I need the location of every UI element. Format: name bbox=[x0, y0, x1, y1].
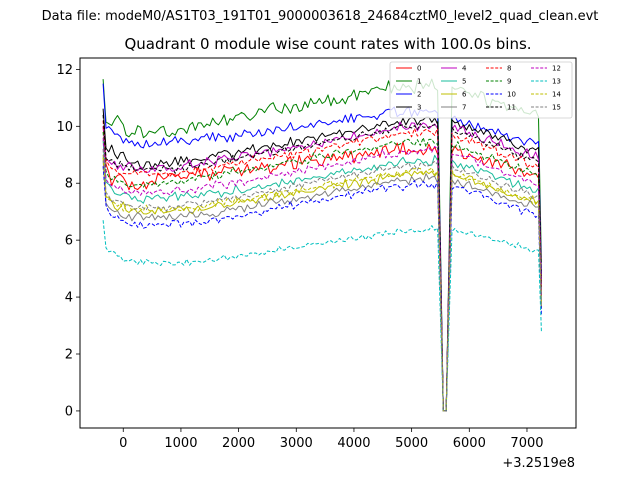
legend-label-3: 3 bbox=[417, 104, 421, 112]
figure-suptitle: Data file: modeM0/AS1T03_191T01_90000036… bbox=[42, 9, 599, 24]
legend-label-0: 0 bbox=[417, 65, 421, 73]
y-tick-label: 0 bbox=[65, 404, 73, 419]
series-line-0 bbox=[102, 126, 542, 412]
series-line-6 bbox=[102, 154, 542, 412]
series-lines bbox=[102, 78, 542, 412]
x-axis: 0 1000 2000 3000 4000 5000 6000 7000 bbox=[119, 428, 544, 451]
legend-label-8: 8 bbox=[507, 65, 511, 73]
y-tick-label: 4 bbox=[65, 291, 73, 306]
series-line-14 bbox=[102, 157, 542, 412]
x-offset-label: +3.2519e8 bbox=[502, 456, 575, 471]
series-line-3 bbox=[102, 108, 542, 412]
y-tick-label: 8 bbox=[65, 177, 73, 192]
legend-label-7: 7 bbox=[462, 104, 466, 112]
x-tick-label: 6000 bbox=[453, 436, 486, 451]
x-tick-label: 5000 bbox=[395, 436, 428, 451]
plot-frame bbox=[79, 57, 577, 429]
y-axis: 0 2 4 6 8 10 12 bbox=[56, 63, 80, 419]
series-line-10 bbox=[102, 166, 542, 412]
series-line-8 bbox=[102, 120, 542, 412]
x-tick-label: 0 bbox=[119, 436, 127, 451]
legend-box bbox=[389, 61, 573, 119]
legend-label-1: 1 bbox=[417, 78, 421, 86]
legend-label-12: 12 bbox=[552, 65, 561, 73]
legend-label-10: 10 bbox=[507, 91, 516, 99]
chart-title: Quadrant 0 module wise count rates with … bbox=[124, 35, 531, 53]
series-line-7 bbox=[102, 160, 542, 412]
series-line-5 bbox=[102, 140, 542, 412]
y-tick-label: 2 bbox=[65, 348, 73, 363]
series-line-11 bbox=[102, 114, 542, 412]
legend-label-14: 14 bbox=[552, 91, 561, 99]
series-line-2 bbox=[102, 83, 542, 412]
legend-label-11: 11 bbox=[507, 104, 516, 112]
y-tick-label: 10 bbox=[56, 120, 73, 135]
x-tick-label: 7000 bbox=[510, 436, 543, 451]
series-line-12 bbox=[102, 137, 542, 412]
legend-label-13: 13 bbox=[552, 78, 561, 86]
legend-label-4: 4 bbox=[462, 65, 467, 73]
series-line-15 bbox=[102, 149, 542, 412]
series-line-4 bbox=[102, 121, 542, 412]
y-tick-label: 6 bbox=[65, 234, 73, 249]
legend-label-15: 15 bbox=[552, 104, 561, 112]
legend-label-6: 6 bbox=[462, 91, 467, 99]
plot-area bbox=[80, 58, 576, 428]
y-tick-label: 12 bbox=[56, 63, 73, 78]
legend-label-2: 2 bbox=[417, 91, 421, 99]
x-tick-label: 4000 bbox=[337, 436, 370, 451]
legend-label-5: 5 bbox=[462, 78, 466, 86]
series-line-9 bbox=[102, 131, 542, 412]
x-tick-label: 1000 bbox=[164, 436, 197, 451]
legend-label-9: 9 bbox=[507, 78, 511, 86]
x-tick-label: 3000 bbox=[280, 436, 313, 451]
x-tick-label: 2000 bbox=[222, 436, 255, 451]
series-line-13 bbox=[102, 220, 542, 412]
